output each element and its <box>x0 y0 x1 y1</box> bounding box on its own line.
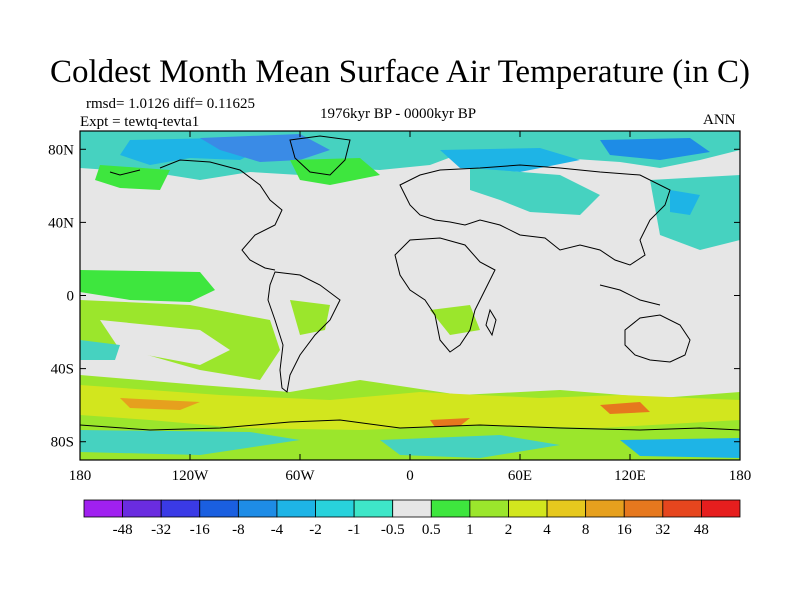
colorbar-label: 16 <box>617 522 633 538</box>
lon-tick-label: 120E <box>614 468 646 484</box>
colorbar: -48 -32 -16 -8 -4 -2 -1 -0.5 0.5 1 2 4 8 16 32 48 <box>83 499 741 538</box>
colorbar-label: -2 <box>309 522 322 538</box>
colorbar-label: 2 <box>505 522 513 538</box>
coastlines <box>80 135 740 431</box>
colorbar-swatch <box>83 499 123 518</box>
colorbar-swatch <box>392 499 432 518</box>
antarctic-cyan-patch-2 <box>380 435 560 458</box>
lat-tick-label: 80S <box>51 435 74 451</box>
central-asia-cyan-region <box>470 168 600 215</box>
colorbar-swatch <box>122 499 162 518</box>
lat-tick-label: 80N <box>48 142 74 158</box>
colorbar-swatch <box>701 499 741 518</box>
colorbar-label: 8 <box>582 522 590 538</box>
rmsd-diff-label: rmsd= 1.0126 diff= 0.11625 <box>86 96 255 112</box>
colorbar-label: -16 <box>190 522 210 538</box>
equatorial-pacific-green-region <box>80 270 215 302</box>
colorbar-swatch <box>508 499 548 518</box>
period-label: 1976kyr BP - 0000kyr BP <box>320 106 477 122</box>
alaska-coastline <box>109 169 141 176</box>
south-america-coastline <box>267 271 341 393</box>
colorbar-swatch <box>662 499 702 518</box>
colorbar-swatch <box>199 499 239 518</box>
south-america-green-patch <box>290 300 330 335</box>
southern-orange-patch-2 <box>600 402 650 414</box>
colorbar-swatch <box>623 499 664 518</box>
map-axis-ticks: 180 120W 60W 0 60E 120E 180 80N 40N 0 40S 80S <box>48 131 751 484</box>
south-pacific-neutral-patch <box>100 320 230 365</box>
colorbar-label: -4 <box>271 522 284 538</box>
colorbar-swatch <box>546 499 587 518</box>
colorbar-swatch <box>469 499 509 518</box>
colorbar-label: 32 <box>655 522 670 538</box>
north-pacific-green-patch <box>95 165 170 190</box>
colorbar-label: -48 <box>113 522 133 538</box>
colorbar-label: -8 <box>232 522 245 538</box>
colorbar-swatch <box>276 499 316 518</box>
colorbar-swatch <box>585 499 625 518</box>
southern-orange-patch-1 <box>120 398 200 410</box>
southern-ocean-yellow-band <box>80 385 740 430</box>
north-america-coastline <box>159 159 283 271</box>
antarctic-cyan-patch-1 <box>80 430 300 455</box>
colorbar-label: -1 <box>348 522 361 538</box>
experiment-label: Expt = tewtq-tevta1 <box>80 114 200 130</box>
colorbar-label: 0.5 <box>422 522 441 538</box>
colorbar-swatch <box>353 499 394 518</box>
season-label: ANN <box>703 112 736 128</box>
chart-title: Coldest Month Mean Surface Air Temperatu… <box>50 54 750 90</box>
colorbar-label: -0.5 <box>381 522 405 538</box>
south-pacific-cyan-patch <box>80 340 120 360</box>
lat-tick-label: 40S <box>51 362 74 378</box>
australia-coastline <box>624 314 691 363</box>
greenland-blue-patch <box>200 134 330 162</box>
greenland-coastline <box>289 135 351 176</box>
east-siberia-blue-patch <box>600 138 710 160</box>
indonesia-coastline <box>599 284 661 306</box>
eurasia-coastline <box>399 164 671 266</box>
lon-tick-label: 0 <box>406 468 414 484</box>
siberia-blue-patch <box>440 148 580 172</box>
lon-tick-label: 60W <box>285 468 315 484</box>
anomaly-field <box>80 131 740 460</box>
southern-orange-patch-3 <box>430 418 470 427</box>
lon-tick-label: 180 <box>69 468 92 484</box>
antarctica-coastline <box>80 419 740 431</box>
lat-tick-label: 40N <box>48 215 74 231</box>
colorbar-label: 1 <box>466 522 474 538</box>
antarctic-blue-patch <box>620 438 740 458</box>
lon-tick-label: 120W <box>172 468 210 484</box>
lat-tick-label: 0 <box>67 289 75 305</box>
japan-blue-patch <box>670 190 700 215</box>
colorbar-label: -32 <box>151 522 171 538</box>
madagascar-coastline <box>485 308 497 337</box>
colorbar-label: 48 <box>694 522 709 538</box>
north-atlantic-green-patch <box>290 158 380 185</box>
colorbar-swatch <box>315 499 355 518</box>
lon-tick-label: 180 <box>729 468 752 484</box>
africa-green-patch <box>430 305 480 335</box>
colorbar-swatch <box>160 499 201 518</box>
colorbar-swatch <box>430 499 471 518</box>
lon-tick-label: 60E <box>508 468 532 484</box>
colorbar-swatch <box>237 499 278 518</box>
africa-coastline <box>394 237 496 353</box>
colorbar-label: 4 <box>543 522 551 538</box>
